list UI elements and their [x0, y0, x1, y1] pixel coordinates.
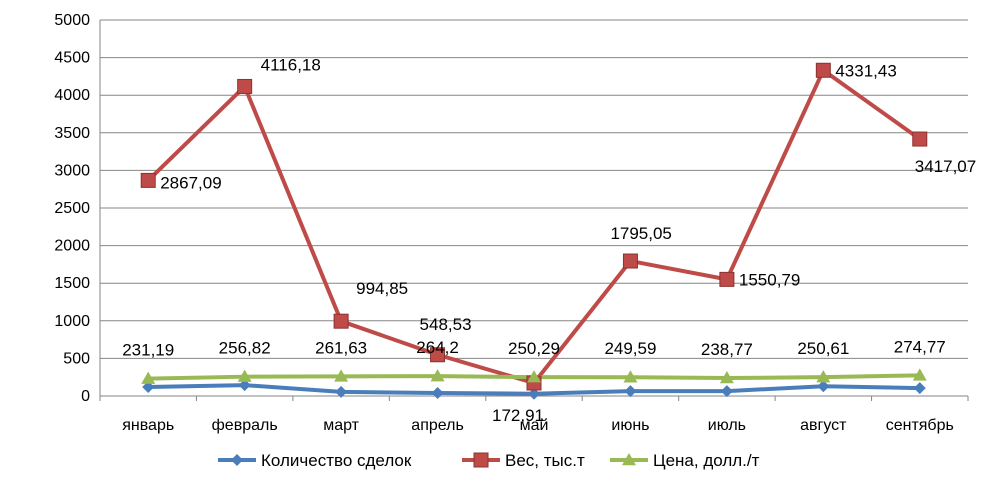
point-series0-0 [142, 380, 155, 393]
series-line-1 [146, 68, 921, 385]
point-series1-6 [719, 271, 735, 287]
x-tick-label-8: сентябрь [886, 417, 954, 434]
data-label-series1-3: 548,53 [420, 315, 472, 334]
point-series0-7 [817, 380, 830, 393]
data-label-series2-7: 250,61 [797, 339, 849, 358]
point-series1-3 [430, 347, 446, 363]
data-label-series1-2: 994,85 [356, 279, 408, 298]
y-tick-label-5000: 5000 [54, 12, 90, 29]
point-series2-7 [816, 370, 831, 383]
y-tick-label-4000: 4000 [54, 87, 90, 104]
data-label-series2-8: 274,77 [894, 337, 946, 356]
legend-marker-2 [622, 453, 636, 466]
point-series0-6 [720, 385, 733, 398]
legend-label-0: Количество сделок [261, 451, 412, 470]
legend: Количество сделок Вес, тыс.т Цена, долл./т [218, 451, 760, 470]
data-label-series1-8: 3417,07 [915, 157, 976, 176]
y-tick-label-3500: 3500 [54, 125, 90, 142]
point-series2-3 [430, 369, 445, 382]
point-series1-5 [622, 253, 638, 269]
point-series0-5 [624, 385, 637, 398]
x-tick-label-0: январь [122, 417, 174, 434]
data-label-series2-3: 264,2 [416, 338, 459, 357]
data-label-series2-1: 256,82 [219, 339, 271, 358]
data-labels: 2867,09 4116,18 994,85 548,53 172,91 1795,05 1… [122, 55, 976, 425]
x-tick-label-7: август [800, 417, 847, 434]
y-tick-label-4500: 4500 [54, 50, 90, 67]
point-series2-5 [623, 370, 638, 383]
data-label-series1-1: 4116,18 [261, 55, 321, 74]
point-series1-0 [140, 172, 156, 188]
x-tick-label-4: май [520, 417, 549, 434]
y-tick-label-1000: 1000 [54, 313, 90, 330]
data-label-series1-5: 1795,05 [610, 224, 671, 243]
data-label-series2-2: 261,63 [315, 338, 367, 357]
data-label-series1-0: 2867,09 [160, 173, 221, 192]
point-series0-8 [913, 382, 926, 395]
point-series2-4 [527, 370, 541, 383]
x-tick-label-3: апрель [411, 417, 464, 434]
legend-marker-0 [231, 454, 243, 466]
point-series1-2 [333, 313, 349, 329]
point-series2-0 [141, 371, 156, 384]
point-series0-2 [335, 385, 348, 398]
data-label-series2-4: 250,29 [508, 339, 560, 358]
point-series0-4 [528, 387, 540, 400]
point-series0-3 [431, 386, 444, 399]
y-tick-label-1500: 1500 [54, 275, 90, 292]
point-series2-8 [912, 368, 927, 381]
y-tick-label-2500: 2500 [54, 200, 90, 217]
point-series2-2 [334, 369, 349, 382]
legend-marker-1 [473, 452, 489, 468]
series-markers [140, 62, 928, 400]
gridlines [100, 19, 968, 397]
data-label-series1-6: 1550,79 [739, 270, 800, 289]
point-series2-1 [237, 369, 252, 382]
legend-label-1: Вес, тыс.т [505, 451, 585, 470]
y-axis: 0 500 1000 1500 2000 2500 3000 3500 4000 4500 5000 [54, 12, 101, 405]
legend-label-2: Цена, долл./т [653, 451, 760, 470]
data-label-series2-0: 231,19 [122, 341, 174, 360]
point-series1-8 [912, 131, 928, 147]
y-tick-label-3000: 3000 [54, 162, 90, 179]
data-label-series2-5: 249,59 [604, 339, 656, 358]
y-tick-label-500: 500 [63, 350, 90, 367]
data-label-series1-7: 4331,43 [835, 61, 896, 80]
point-series1-1 [237, 78, 253, 94]
point-series1-7 [815, 62, 831, 78]
y-tick-label-0: 0 [81, 388, 90, 405]
point-series2-6 [719, 371, 734, 384]
x-tick-label-2: март [323, 417, 359, 434]
x-tick-label-1: февраль [212, 417, 278, 434]
x-tick-label-5: июнь [611, 417, 649, 434]
data-label-series1-4: 172,91 [492, 406, 544, 425]
x-tick-label-6: июль [708, 417, 746, 434]
data-label-series2-6: 238,77 [701, 340, 753, 359]
point-series0-1 [238, 379, 251, 392]
y-tick-label-2000: 2000 [54, 238, 90, 255]
